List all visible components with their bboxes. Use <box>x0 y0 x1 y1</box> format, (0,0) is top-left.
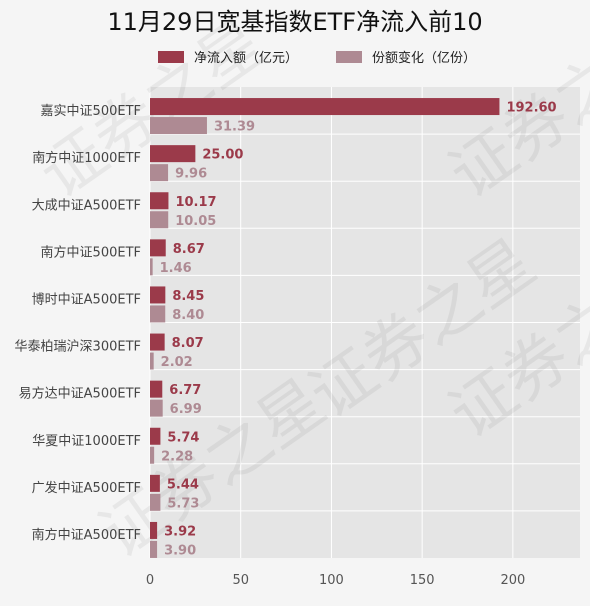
value-label-share-change: 3.90 <box>164 543 196 558</box>
category-label: 南方中证500ETF <box>41 244 141 260</box>
x-tick-label: 50 <box>232 573 249 588</box>
x-tick-label: 150 <box>410 573 435 588</box>
category-label: 南方中证A500ETF <box>32 527 141 543</box>
category-label: 易方达中证A500ETF <box>19 386 141 402</box>
category-label: 嘉实中证500ETF <box>41 104 141 119</box>
legend-swatch <box>158 51 184 63</box>
bar-inflow <box>150 239 166 257</box>
x-tick-label: 0 <box>146 573 154 588</box>
bar-share-change <box>150 399 163 417</box>
category-label: 广发中证A500ETF <box>32 480 141 496</box>
legend-swatch <box>336 51 362 63</box>
bar-share-change <box>150 305 166 323</box>
value-label-inflow: 3.92 <box>164 524 196 539</box>
category-label: 华泰柏瑞沪深300ETF <box>15 339 141 355</box>
bar-share-change <box>150 493 161 511</box>
value-label-inflow: 5.44 <box>167 477 199 492</box>
value-label-share-change: 2.28 <box>161 449 193 464</box>
value-label-inflow: 5.74 <box>167 430 199 445</box>
value-label-share-change: 9.96 <box>175 167 207 182</box>
x-tick-label: 200 <box>500 573 525 588</box>
legend-label: 净流入额（亿元） <box>194 51 298 66</box>
bar-inflow <box>150 427 161 445</box>
value-label-inflow: 8.45 <box>172 289 204 304</box>
value-label-share-change: 2.02 <box>161 355 193 370</box>
x-axis-ticks: 0 50 100 150 200 <box>146 573 525 588</box>
value-label-share-change: 8.40 <box>172 308 204 323</box>
value-label-inflow: 6.77 <box>169 383 201 398</box>
bar-inflow <box>150 521 158 539</box>
value-label-share-change: 5.73 <box>167 496 199 511</box>
value-label-inflow: 25.00 <box>202 148 243 163</box>
chart-title: 11月29日宽基指数ETF净流入前10 <box>107 8 482 36</box>
value-label-share-change: 1.46 <box>160 261 192 276</box>
bars <box>150 98 500 558</box>
bar-inflow <box>150 192 169 210</box>
value-label-share-change: 31.39 <box>214 120 255 135</box>
bar-share-change <box>150 540 158 558</box>
x-tick-label: 100 <box>319 573 344 588</box>
bar-inflow <box>150 145 196 163</box>
bar-inflow <box>150 98 500 116</box>
category-label: 大成中证A500ETF <box>32 198 141 213</box>
value-label-inflow: 8.67 <box>173 242 205 257</box>
value-labels: 192.60 25.00 10.17 8.67 8.45 8.07 6.77 5.74 5.44… <box>160 101 557 559</box>
bar-share-change <box>150 352 154 370</box>
value-label-inflow: 10.17 <box>175 195 216 210</box>
bar-inflow <box>150 474 160 492</box>
bar-share-change <box>150 164 169 182</box>
bar-inflow <box>150 286 166 304</box>
bar-share-change <box>150 446 155 464</box>
bar-share-change <box>150 117 207 135</box>
value-label-share-change: 10.05 <box>175 214 216 229</box>
bar-inflow <box>150 333 165 351</box>
value-label-inflow: 8.07 <box>172 336 204 351</box>
value-label-inflow: 192.60 <box>506 101 556 116</box>
legend-label: 份额变化（亿份） <box>372 50 476 66</box>
bar-share-change <box>150 258 153 276</box>
bar-inflow <box>150 380 163 398</box>
category-label: 南方中证1000ETF <box>32 150 141 166</box>
category-label: 华夏中证1000ETF <box>32 434 141 449</box>
legend: 净流入额（亿元） 份额变化（亿份） <box>158 50 476 66</box>
gridlines <box>149 87 580 558</box>
bar-share-change <box>150 211 169 229</box>
category-label: 博时中证A500ETF <box>32 292 141 307</box>
category-labels: 嘉实中证500ETF 南方中证1000ETF 大成中证A500ETF 南方中证500E… <box>15 104 141 543</box>
value-label-share-change: 6.99 <box>170 402 202 417</box>
